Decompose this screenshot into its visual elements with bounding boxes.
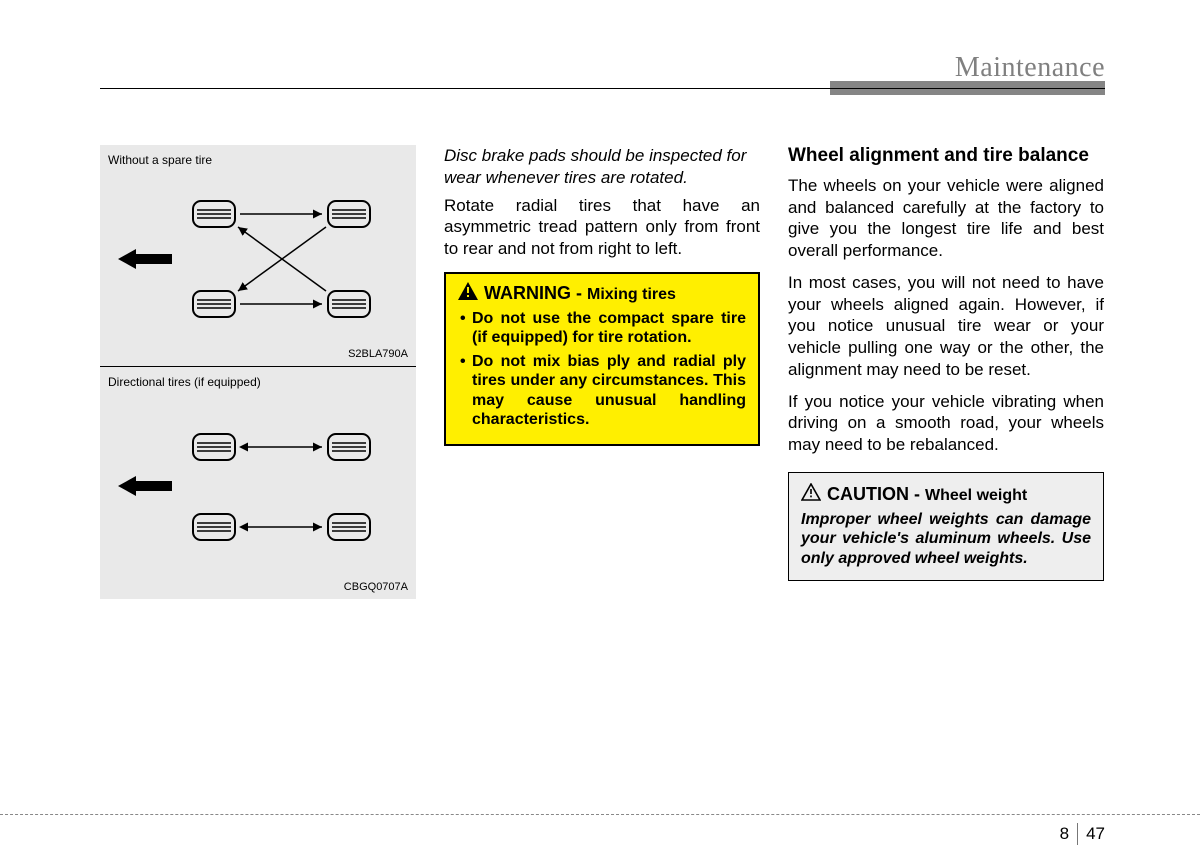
caution-body: Improper wheel weights can damage your v…: [801, 510, 1091, 569]
footer-divider: [0, 814, 1200, 815]
warning-icon: [458, 282, 478, 305]
warning-label: WARNING: [484, 283, 571, 303]
caution-heading: CAUTION - Wheel weight: [801, 483, 1091, 506]
column-2: Disc brake pads should be inspected for …: [444, 145, 760, 599]
diagram-rotation-directional: Directional tires (if equipped): [100, 367, 416, 598]
diagram-rotation-nospare: Without a spare tire: [100, 145, 416, 366]
caution-label: CAUTION: [827, 484, 909, 504]
page-number-value: 47: [1086, 824, 1105, 844]
diagram-svg: [100, 171, 416, 346]
body-paragraph: If you notice your vehicle vibrating whe…: [788, 391, 1104, 456]
diagram-caption: Without a spare tire: [100, 151, 416, 171]
diagram-svg: [100, 394, 416, 579]
page-separator: [1077, 823, 1078, 845]
diagram-code: CBGQ0707A: [100, 579, 416, 595]
diagram-code: S2BLA790A: [100, 346, 416, 362]
body-paragraph: Rotate radial tires that have an asymmet…: [444, 195, 760, 260]
section-heading: Wheel alignment and tire bal­ance: [788, 145, 1104, 167]
caution-subtitle: Wheel weight: [925, 487, 1027, 504]
warning-subtitle: Mixing tires: [587, 286, 676, 303]
chapter-number: 8: [1060, 824, 1069, 844]
warning-dash: -: [571, 283, 587, 303]
body-paragraph: In most cases, you will not need to have…: [788, 272, 1104, 381]
warning-item: Do not use the compact spare tire (if eq…: [458, 309, 746, 348]
caution-box: CAUTION - Wheel weight Improper wheel we…: [788, 472, 1104, 582]
warning-box: WARNING - Mixing tires Do not use the co…: [444, 272, 760, 446]
body-paragraph: The wheels on your vehicle were aligned …: [788, 175, 1104, 262]
page-header: Maintenance: [100, 60, 1105, 100]
page-number: 8 47: [1060, 823, 1105, 845]
content-columns: Without a spare tire: [100, 145, 1105, 599]
column-3: Wheel alignment and tire bal­ance The wh…: [788, 145, 1104, 599]
warning-item: Do not mix bias ply and radial ply tires…: [458, 352, 746, 430]
column-1: Without a spare tire: [100, 145, 416, 599]
diagram-caption: Directional tires (if equipped): [100, 373, 416, 393]
lead-paragraph: Disc brake pads should be inspected for …: [444, 145, 760, 189]
caution-dash: -: [909, 484, 925, 504]
warning-heading: WARNING - Mixing tires: [458, 282, 746, 305]
header-rule: [100, 88, 1105, 89]
caution-icon: [801, 483, 821, 506]
header-title: Maintenance: [955, 52, 1105, 84]
manual-page: Maintenance Without a spare tire: [0, 0, 1200, 599]
warning-list: Do not use the compact spare tire (if eq…: [458, 309, 746, 430]
